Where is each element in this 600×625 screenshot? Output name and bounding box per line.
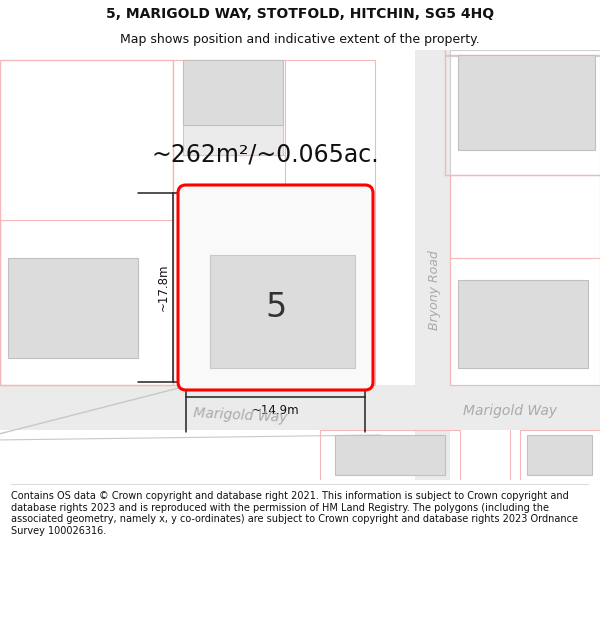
FancyBboxPatch shape: [178, 185, 373, 390]
Bar: [320, 430, 460, 480]
Text: Bryony Road: Bryony Road: [428, 250, 441, 330]
Bar: [0, 220, 173, 385]
Text: Marigold Way: Marigold Way: [193, 406, 287, 425]
Bar: [415, 50, 450, 490]
Bar: [458, 280, 588, 368]
Text: 5, MARIGOLD WAY, STOTFOLD, HITCHIN, SG5 4HQ: 5, MARIGOLD WAY, STOTFOLD, HITCHIN, SG5 …: [106, 7, 494, 21]
Bar: [458, 55, 595, 150]
Bar: [8, 258, 138, 358]
Text: Contains OS data © Crown copyright and database right 2021. This information is : Contains OS data © Crown copyright and d…: [11, 491, 578, 536]
Text: ~17.8m: ~17.8m: [157, 264, 170, 311]
Bar: [183, 60, 283, 155]
Bar: [450, 175, 600, 385]
Text: ~262m²/~0.065ac.: ~262m²/~0.065ac.: [151, 143, 379, 167]
Text: Map shows position and indicative extent of the property.: Map shows position and indicative extent…: [120, 32, 480, 46]
Bar: [173, 60, 375, 385]
Bar: [0, 385, 600, 430]
Text: ~14.9m: ~14.9m: [251, 404, 299, 418]
Bar: [335, 435, 445, 475]
Bar: [527, 435, 592, 475]
Bar: [0, 60, 173, 385]
Bar: [183, 60, 283, 125]
Bar: [520, 430, 600, 480]
Text: 5: 5: [265, 291, 286, 324]
Bar: [450, 50, 600, 385]
Bar: [210, 255, 355, 368]
Text: Marigold Way: Marigold Way: [463, 404, 557, 418]
